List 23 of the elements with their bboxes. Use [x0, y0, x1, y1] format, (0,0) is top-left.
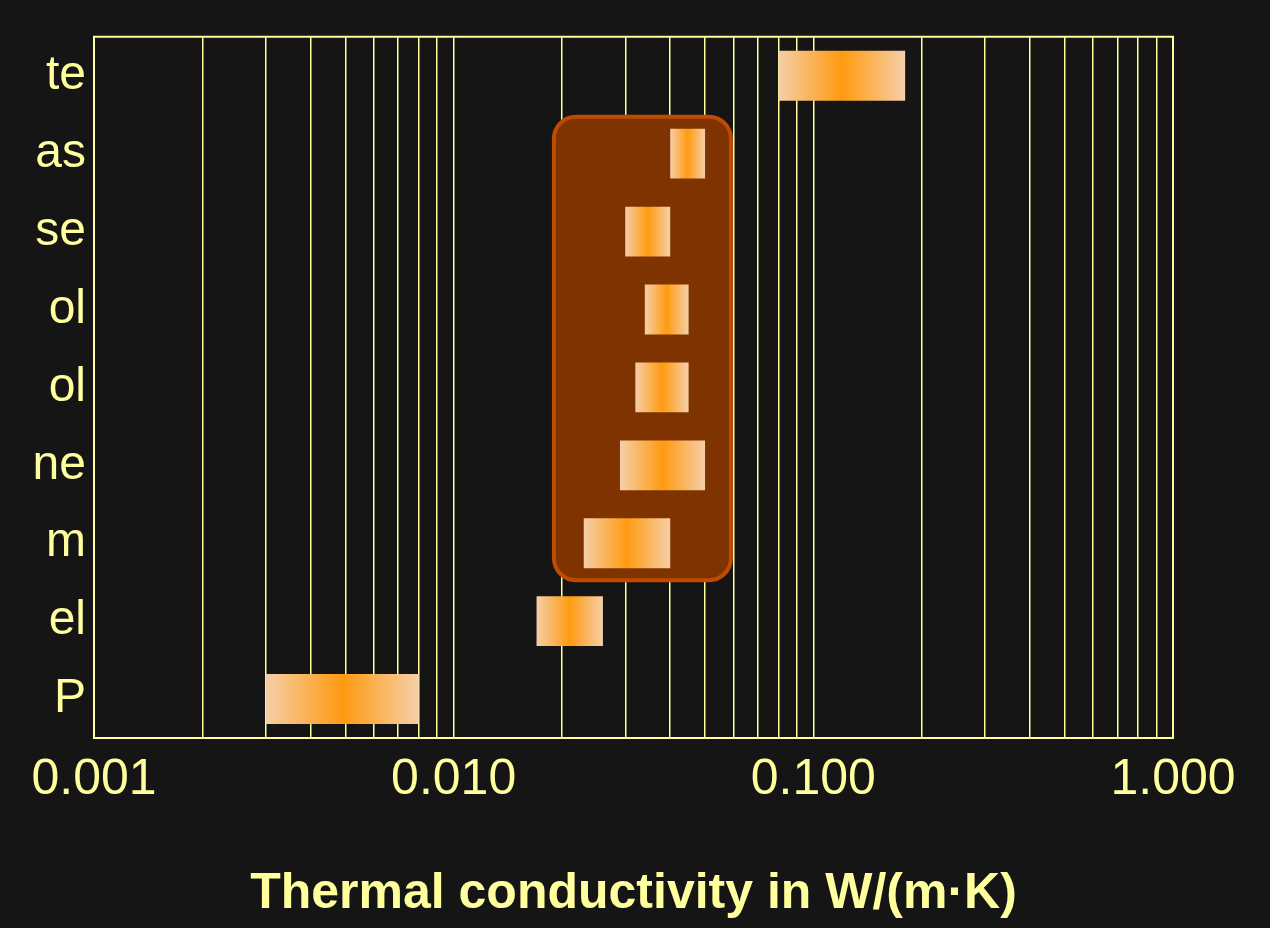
- y-tick-label: ol: [48, 357, 86, 411]
- x-tick-label: 1.000: [1110, 748, 1236, 805]
- bar: [536, 596, 603, 647]
- x-tick-label: 0.001: [31, 748, 157, 805]
- y-tick-label: el: [48, 591, 86, 645]
- y-tick-label: se: [35, 201, 86, 255]
- x-tick-label: 0.100: [750, 748, 876, 805]
- bar: [619, 440, 706, 491]
- x-axis-title: Thermal conductivity in W/(m·K): [250, 862, 1017, 919]
- y-tick-label: m: [46, 513, 86, 567]
- bar: [635, 362, 689, 413]
- y-tick-label: as: [35, 123, 86, 177]
- bar: [265, 674, 419, 724]
- x-tick-label: 0.010: [391, 748, 517, 805]
- bar: [583, 518, 671, 569]
- y-tick-label: te: [45, 45, 86, 99]
- y-tick-label: P: [53, 669, 86, 723]
- bar: [625, 206, 671, 257]
- bar: [670, 128, 706, 179]
- bar: [644, 284, 689, 335]
- y-tick-label: ol: [48, 279, 86, 333]
- y-tick-label: ne: [32, 435, 86, 489]
- bar: [778, 50, 906, 101]
